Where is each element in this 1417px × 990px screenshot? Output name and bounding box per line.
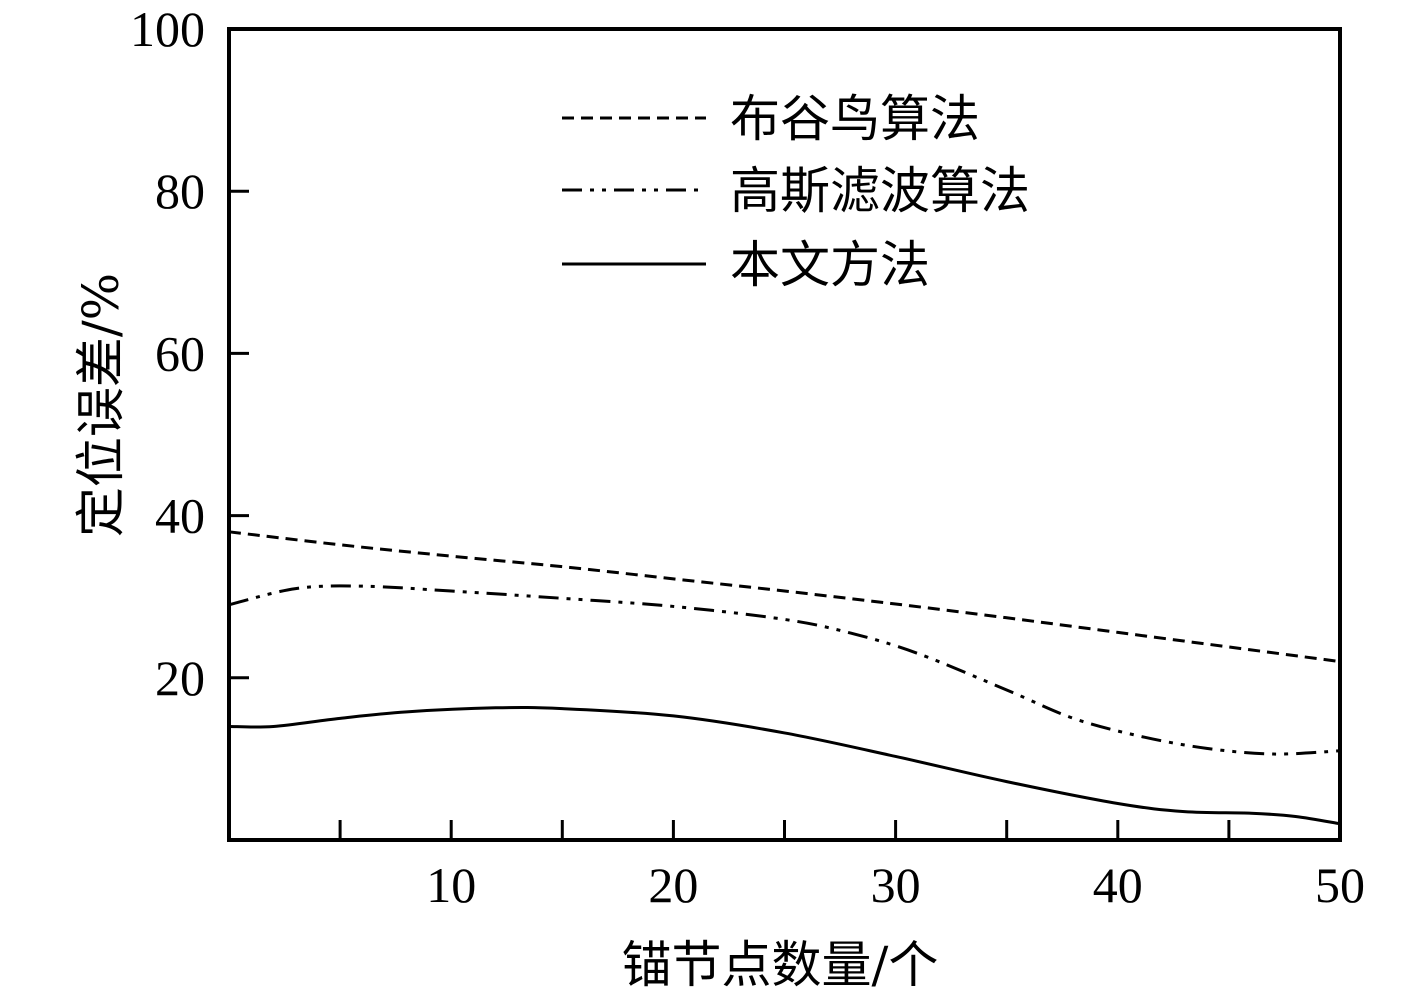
y-tick-label: 100: [130, 1, 205, 57]
series-line-1: [228, 530, 1341, 664]
plot-frame: [227, 27, 1342, 842]
x-tick-label: 20: [648, 857, 698, 913]
series-line-3: [228, 705, 1341, 826]
legend-label-1: 布谷鸟算法: [730, 90, 980, 148]
x-axis-title: 锚节点数量/个: [622, 936, 939, 990]
series-line-2: [228, 584, 1341, 756]
y-tick-label: 40: [155, 488, 205, 544]
ticks-layer: 10 20 30 40 50 20 40 60 80 100: [130, 1, 1365, 913]
x-tick-label: 10: [426, 857, 476, 913]
series-layer: [228, 530, 1341, 826]
x-tick-label: 30: [871, 857, 921, 913]
y-tick-label: 80: [155, 163, 205, 219]
y-tick-label: 20: [155, 650, 205, 706]
y-tick-label: 60: [155, 325, 205, 381]
legend-label-3: 本文方法: [730, 236, 930, 294]
x-tick-label: 40: [1093, 857, 1143, 913]
x-tick-label: 50: [1315, 857, 1365, 913]
legend-label-2: 高斯滤波算法: [730, 162, 1030, 220]
y-axis-title: 定位误差/%: [72, 273, 130, 537]
